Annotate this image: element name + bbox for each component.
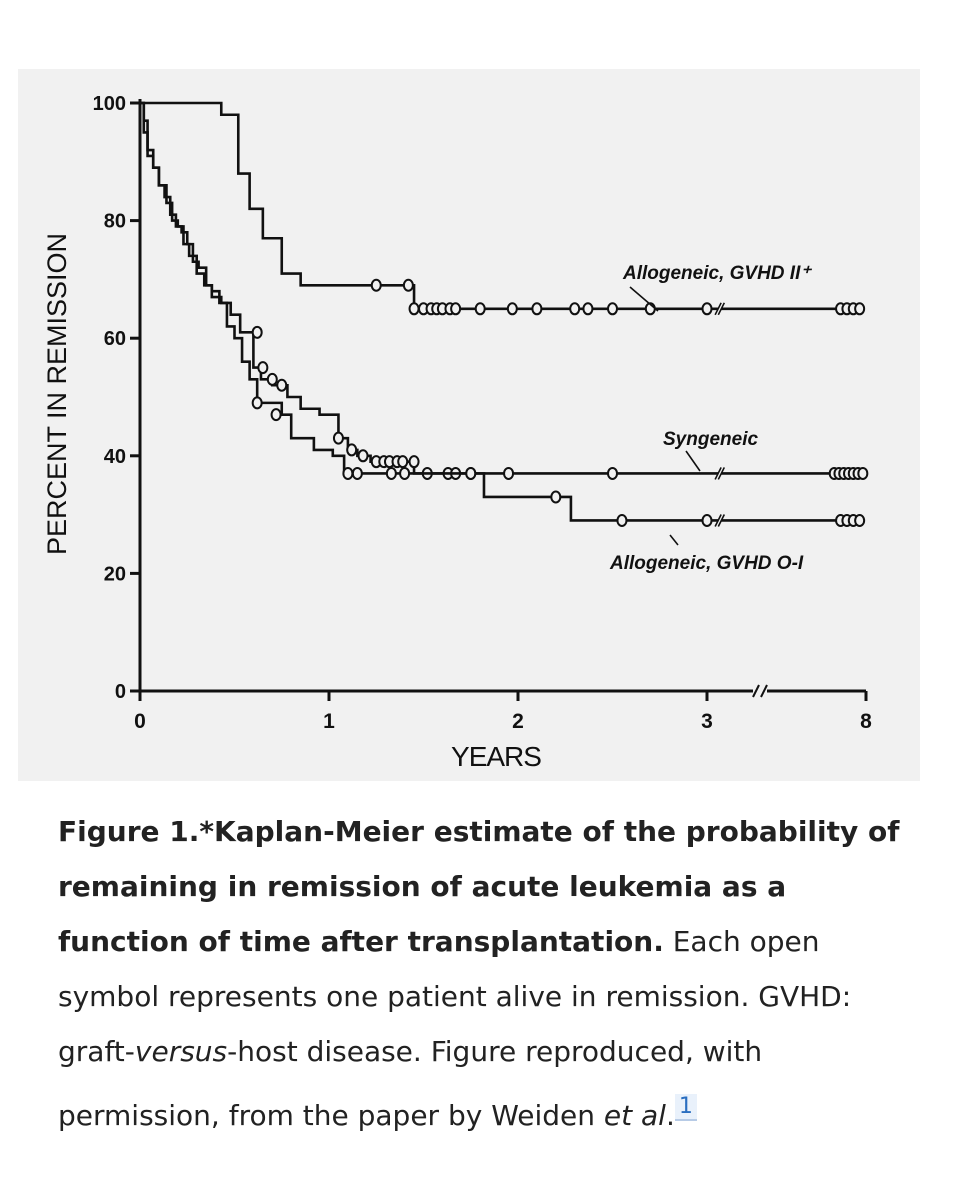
- figure-panel: 0 20 40 60 80 100 0 1 2 3 8 YEARS PERCENT IN REMISSI…: [18, 69, 920, 781]
- censored-marker: [854, 513, 866, 527]
- x-tick-label: 3: [701, 710, 713, 733]
- series-break-mark: [717, 302, 726, 316]
- censored-marker: [854, 302, 866, 316]
- censored-marker: [607, 466, 618, 480]
- censored-marker: [408, 302, 420, 316]
- figure-caption: Figure 1.*Kaplan-Meier estimate of the p…: [58, 804, 918, 1143]
- censored-marker: [450, 302, 462, 316]
- series-leader-line-2: [669, 534, 679, 546]
- caption-text-2: -host disease. Figure reproduced, with p…: [58, 1035, 763, 1132]
- censored-marker: [351, 466, 363, 480]
- y-axis-label: PERCENT IN REMISSION: [42, 233, 72, 555]
- y-tick-label: 100: [93, 93, 126, 115]
- series-leader-line-1: [685, 450, 701, 472]
- censored-marker: [506, 302, 518, 316]
- y-tick-label: 60: [104, 328, 126, 350]
- x-tick-label: 0: [134, 710, 146, 733]
- censored-marker: [257, 361, 269, 375]
- censored-marker: [474, 302, 486, 316]
- series-label-1: Syngeneic: [663, 429, 758, 450]
- x-axis-break-mark: [760, 684, 768, 698]
- x-tick-label: 1: [323, 710, 335, 733]
- censored-marker: [342, 466, 354, 480]
- censored-marker: [408, 455, 420, 469]
- y-tick-label: 80: [104, 211, 126, 233]
- x-tick-label: 2: [512, 710, 524, 733]
- censored-marker: [616, 513, 628, 527]
- caption-text-1: Each open symbol represents one patient …: [58, 925, 852, 1068]
- series-label-2: Allogeneic, GVHD O-I: [609, 553, 804, 574]
- x-axis-label: YEARS: [451, 741, 541, 772]
- censored-marker: [399, 466, 411, 480]
- km-chart: 0 20 40 60 80 100 0 1 2 3 8 YEARS PERCENT IN REMISSI…: [42, 93, 872, 772]
- caption-italic-etal: et al: [603, 1099, 666, 1132]
- censored-marker: [385, 466, 397, 480]
- y-tick-label: 40: [104, 446, 126, 468]
- censored-marker: [251, 325, 263, 339]
- censored-marker: [531, 302, 543, 316]
- censored-marker: [346, 443, 358, 457]
- censored-marker: [569, 302, 581, 316]
- y-tick-label: 20: [104, 563, 126, 585]
- censored-marker: [332, 431, 344, 445]
- censored-marker: [465, 466, 477, 480]
- censored-marker: [582, 302, 594, 316]
- censored-marker: [701, 513, 713, 527]
- censored-marker: [251, 396, 263, 410]
- reference-link[interactable]: 1: [674, 1094, 697, 1121]
- censored-marker: [503, 466, 515, 480]
- censored-marker: [357, 449, 369, 463]
- series-line-2: [140, 101, 719, 522]
- series-break-mark: [717, 467, 726, 480]
- caption-italic-versus: versus: [134, 1035, 228, 1068]
- censored-marker: [402, 278, 414, 292]
- caption-label: Figure 1.: [58, 815, 200, 848]
- censored-marker: [857, 466, 869, 480]
- y-tick-label: 0: [115, 681, 126, 703]
- censored-marker: [270, 408, 282, 422]
- censored-marker: [266, 372, 278, 386]
- censored-marker: [397, 455, 409, 469]
- x-axis-break-mark: [752, 684, 760, 698]
- caption-title: *Kaplan-Meier estimate of the probabilit…: [58, 815, 900, 958]
- censored-marker: [370, 278, 382, 292]
- censored-marker: [607, 302, 618, 316]
- series-break-mark: [714, 514, 722, 527]
- censored-marker: [276, 378, 288, 392]
- x-tick-label: 8: [860, 710, 872, 733]
- series-leader-line-0: [629, 286, 659, 312]
- series-break-mark: [714, 467, 722, 480]
- caption-text-3: .: [665, 1099, 675, 1132]
- series-break-mark: [717, 514, 726, 527]
- censored-marker: [701, 302, 713, 316]
- series-label-0: Allogeneic, GVHD II⁺: [622, 263, 812, 284]
- series-break-mark: [714, 302, 722, 316]
- censored-marker: [550, 490, 562, 504]
- series-line-0: [140, 101, 719, 311]
